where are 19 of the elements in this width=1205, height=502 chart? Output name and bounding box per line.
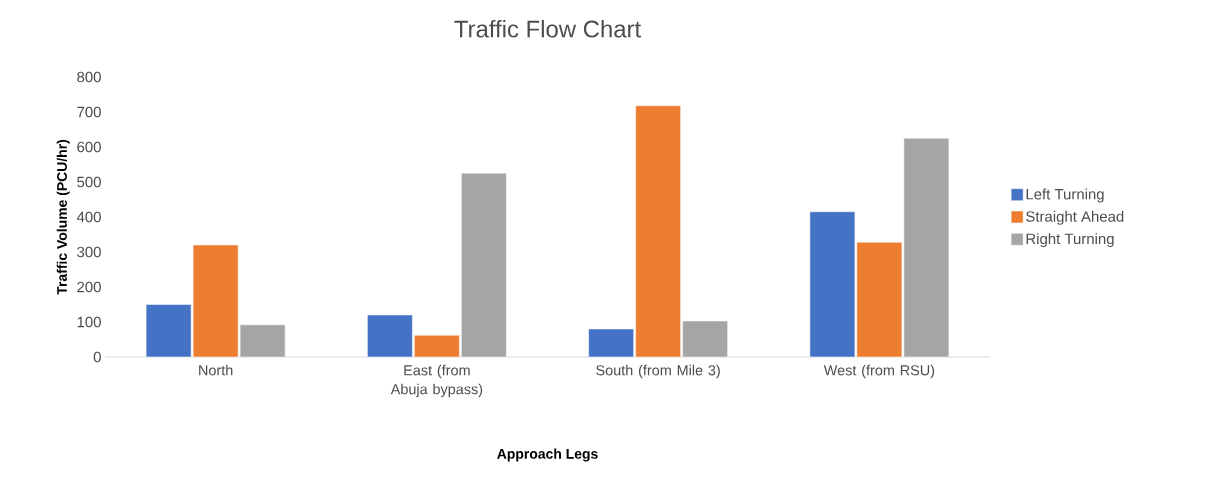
y-tick-label: 0 xyxy=(93,351,101,363)
y-tick-label: 800 xyxy=(77,71,101,83)
x-tick-label: South (from Mile 3) xyxy=(596,364,720,379)
y-tick-label: 500 xyxy=(77,176,101,188)
y-axis-title: Traffic Volume (PCU/hr) xyxy=(56,139,70,295)
y-tick-label: 600 xyxy=(77,141,101,153)
y-tick-label: 300 xyxy=(77,246,101,258)
legend-label: Left Turning xyxy=(1026,188,1104,203)
chart-title: Traffic Flow Chart xyxy=(454,19,641,38)
y-tick-label: 100 xyxy=(77,316,101,328)
x-tick-label: West (from RSU) xyxy=(823,364,935,379)
x-axis-title: Approach Legs xyxy=(497,448,598,462)
legend-label: Straight Ahead xyxy=(1026,210,1124,225)
legend-label: Right Turning xyxy=(1026,233,1114,248)
y-tick-label: 200 xyxy=(77,281,101,293)
y-tick-label: 700 xyxy=(77,106,101,118)
x-tick-label: North xyxy=(199,364,233,376)
x-tick-label: East (from Abuja bypass) xyxy=(390,364,483,398)
y-tick-label: 400 xyxy=(76,211,101,223)
